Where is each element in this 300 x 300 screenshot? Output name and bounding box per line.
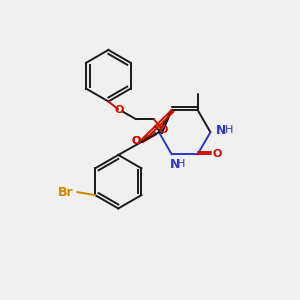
Text: O: O (158, 125, 168, 135)
Text: Br: Br (58, 186, 73, 199)
Text: O: O (131, 136, 141, 146)
Text: O: O (131, 136, 141, 146)
Text: N: N (216, 124, 226, 137)
Text: O: O (213, 149, 222, 160)
Text: O: O (115, 105, 124, 116)
Text: N: N (169, 158, 180, 171)
Text: H: H (225, 125, 233, 135)
Text: H: H (176, 159, 185, 170)
